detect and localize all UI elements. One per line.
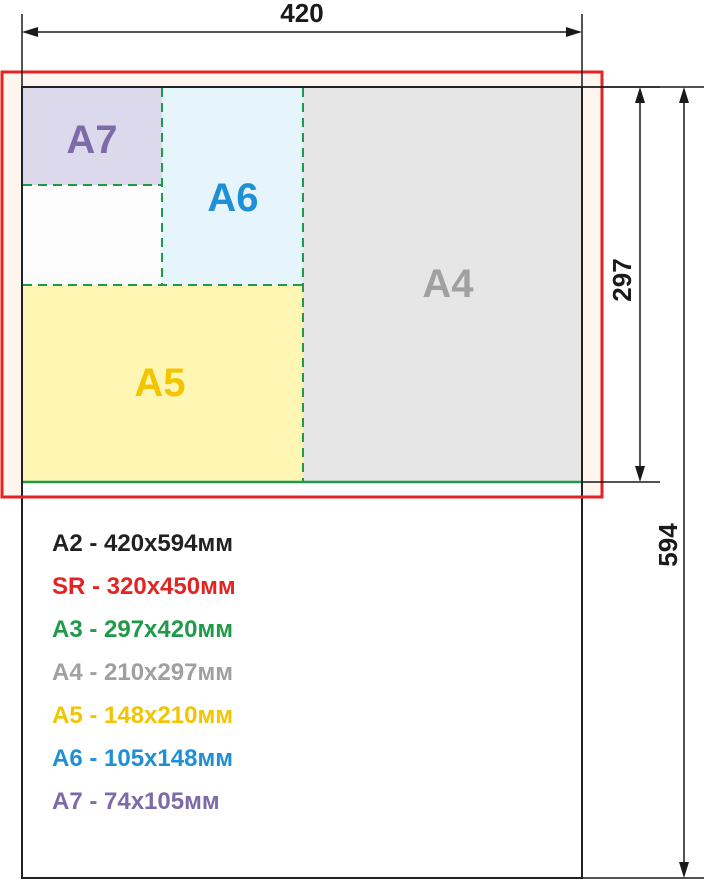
height-label: 594 [653, 523, 683, 567]
a4-label: A4 [422, 262, 474, 306]
a6-region [162, 88, 303, 285]
a7-label: A7 [66, 118, 117, 162]
legend-item: A3 - 297x420мм [52, 616, 233, 643]
legend-item: A7 - 74x105мм [52, 788, 220, 815]
legend-item: A2 - 420x594мм [52, 530, 233, 557]
a4-region [303, 88, 581, 482]
size-legend: A2 - 420x594мм SR - 320x450мм A3 - 297x420… [52, 522, 236, 823]
legend-item: A4 - 210x297мм [52, 659, 233, 686]
a3-height-label: 297 [607, 258, 637, 301]
a5-label: A5 [134, 361, 185, 405]
legend-item: A5 - 148x210мм [52, 702, 233, 729]
a5-region [23, 285, 303, 482]
sr-sheet-border [0, 70, 604, 499]
height-dimension [582, 86, 704, 879]
a7-region [23, 88, 162, 185]
width-dimension [21, 14, 583, 87]
legend-item: SR - 320x450мм [52, 573, 236, 600]
legend-item: A6 - 105x148мм [52, 745, 233, 772]
cut-lines [23, 88, 304, 482]
a8-empty-region [23, 185, 162, 285]
width-label: 420 [280, 0, 323, 28]
a6-label: A6 [207, 176, 258, 220]
